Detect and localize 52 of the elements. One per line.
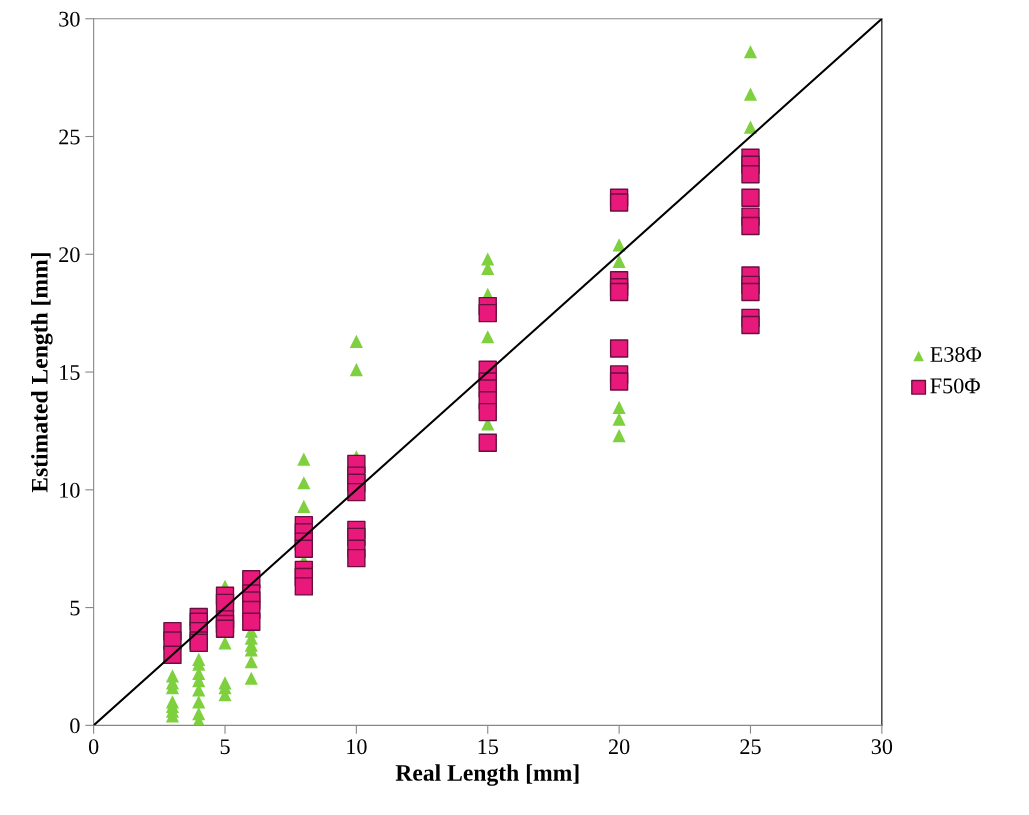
y-tick-label: 25 <box>59 129 80 145</box>
x-tick-label: 30 <box>871 739 893 755</box>
point <box>743 87 758 101</box>
point <box>612 254 626 268</box>
y-tick-label: 10 <box>60 482 80 498</box>
point <box>294 539 314 558</box>
legend-label: F50Φ <box>930 378 980 394</box>
point <box>612 412 626 426</box>
point <box>741 164 760 184</box>
point <box>743 45 758 59</box>
point <box>741 188 760 207</box>
point <box>347 548 366 568</box>
point <box>215 619 235 638</box>
point <box>478 433 497 452</box>
y-axis-title: Estimated Length [mm] <box>31 253 53 493</box>
y-tick-label: 15 <box>60 365 80 380</box>
point <box>297 476 311 490</box>
point <box>349 363 363 377</box>
point <box>741 315 760 335</box>
point <box>244 655 258 669</box>
point <box>349 334 363 349</box>
point <box>218 636 232 650</box>
x-tick-label: 20 <box>608 739 630 755</box>
x-tick-label: 25 <box>740 739 761 755</box>
point <box>294 577 314 596</box>
point <box>741 282 760 302</box>
point <box>609 339 629 358</box>
y-tick-label: 30 <box>59 11 80 27</box>
point <box>478 303 497 323</box>
point <box>481 330 495 344</box>
point <box>743 120 758 134</box>
point <box>478 402 497 422</box>
point <box>609 372 629 391</box>
point <box>612 238 626 252</box>
y-tick-label: 0 <box>70 718 80 734</box>
point <box>612 429 626 443</box>
point <box>297 499 311 513</box>
x-tick-label: 15 <box>478 739 498 755</box>
x-tick-label: 5 <box>220 739 230 755</box>
point <box>741 216 760 236</box>
point <box>609 193 629 212</box>
x-axis-title: Real Length [mm] <box>395 764 579 786</box>
point <box>242 612 261 631</box>
point <box>244 671 258 685</box>
x-tick-label: 10 <box>347 739 367 755</box>
point <box>297 452 311 466</box>
y-tick-label: 20 <box>59 247 80 263</box>
legend-label: E38Φ <box>930 346 982 362</box>
point <box>612 400 626 414</box>
y-tick-label: 5 <box>70 600 80 616</box>
x-tick-label: 0 <box>88 739 99 755</box>
point <box>609 282 629 302</box>
